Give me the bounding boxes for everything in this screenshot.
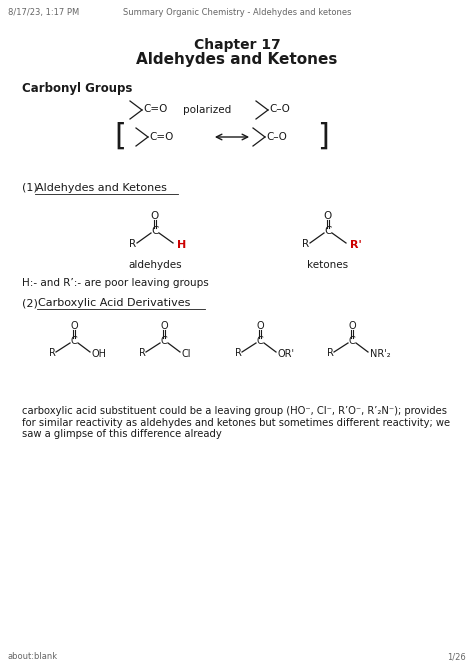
Text: R: R (235, 348, 241, 358)
Text: R': R' (350, 240, 362, 250)
Text: C: C (324, 226, 332, 236)
Text: R: R (327, 348, 333, 358)
Text: Cl: Cl (182, 349, 191, 359)
Text: R: R (48, 348, 55, 358)
Text: C: C (161, 336, 167, 346)
Text: about:blank: about:blank (8, 652, 58, 661)
Text: Chapter 17: Chapter 17 (193, 38, 281, 52)
Text: Summary Organic Chemistry - Aldehydes and ketones: Summary Organic Chemistry - Aldehydes an… (123, 8, 351, 17)
Text: R: R (138, 348, 146, 358)
Text: R: R (302, 239, 310, 249)
Text: Carboxylic Acid Derivatives: Carboxylic Acid Derivatives (38, 298, 191, 308)
Text: C–O: C–O (266, 132, 287, 142)
Text: R: R (129, 239, 137, 249)
Text: aldehydes: aldehydes (128, 260, 182, 270)
Text: O: O (348, 321, 356, 331)
Text: 8/17/23, 1:17 PM: 8/17/23, 1:17 PM (8, 8, 79, 17)
Text: C: C (151, 226, 159, 236)
Text: 1/26: 1/26 (447, 652, 466, 661)
Text: C=O: C=O (143, 105, 167, 115)
Text: C: C (71, 336, 77, 346)
Text: OR': OR' (278, 349, 295, 359)
Text: ]: ] (317, 121, 329, 150)
Text: Carbonyl Groups: Carbonyl Groups (22, 82, 132, 95)
Text: C: C (256, 336, 264, 346)
Text: H: H (177, 240, 186, 250)
Text: ketones: ketones (308, 260, 348, 270)
Text: polarized: polarized (183, 105, 231, 115)
Text: NR'₂: NR'₂ (370, 349, 391, 359)
Text: O: O (70, 321, 78, 331)
Text: (1): (1) (22, 183, 41, 193)
Text: carboxylic acid substituent could be a leaving group (HO⁻, Cl⁻, R’O⁻, R’₂N⁻); pr: carboxylic acid substituent could be a l… (22, 406, 450, 440)
Text: C: C (348, 336, 356, 346)
Text: O: O (256, 321, 264, 331)
Text: H:- and R’:- are poor leaving groups: H:- and R’:- are poor leaving groups (22, 278, 209, 288)
Text: OH: OH (92, 349, 107, 359)
Text: O: O (160, 321, 168, 331)
Text: Aldehydes and Ketones: Aldehydes and Ketones (137, 52, 337, 67)
Text: C=O: C=O (149, 132, 173, 142)
Text: Aldehydes and Ketones: Aldehydes and Ketones (36, 183, 167, 193)
Text: O: O (151, 211, 159, 221)
Text: O: O (324, 211, 332, 221)
Text: [: [ (114, 121, 126, 150)
Text: C–O: C–O (269, 105, 290, 115)
Text: (2): (2) (22, 298, 38, 308)
